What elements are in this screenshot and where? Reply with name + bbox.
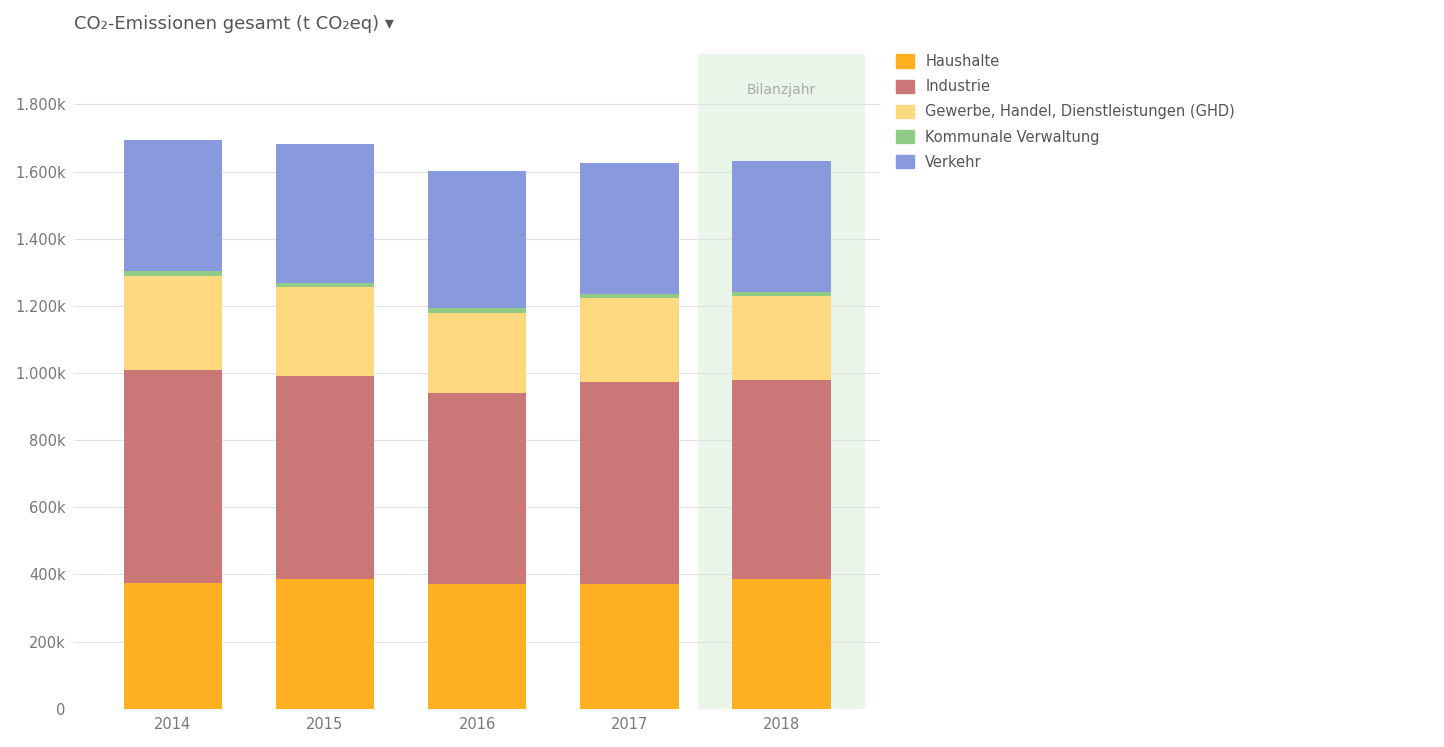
Bar <box>732 296 830 379</box>
Bar <box>124 276 222 370</box>
Bar <box>732 379 830 580</box>
Bar <box>579 294 679 298</box>
Bar <box>732 161 830 291</box>
Bar <box>276 288 374 376</box>
Bar <box>579 164 679 294</box>
Bar <box>579 382 679 583</box>
Bar <box>276 283 374 288</box>
Text: Bilanzjahr: Bilanzjahr <box>747 84 816 97</box>
Bar <box>124 270 222 276</box>
Bar <box>276 580 374 709</box>
Bar <box>732 580 830 709</box>
Bar <box>276 143 374 283</box>
Bar <box>427 309 527 312</box>
Bar <box>579 298 679 382</box>
Bar <box>697 54 865 709</box>
Bar <box>427 312 527 393</box>
Text: CO₂-Emissionen gesamt (t CO₂eq) ▾: CO₂-Emissionen gesamt (t CO₂eq) ▾ <box>74 15 394 33</box>
Bar <box>427 393 527 584</box>
Bar <box>124 370 222 583</box>
Bar <box>276 376 374 580</box>
Bar <box>427 171 527 309</box>
Bar <box>124 583 222 709</box>
Bar <box>124 140 222 270</box>
Bar <box>427 584 527 709</box>
Bar <box>732 291 830 296</box>
Legend: Haushalte, Industrie, Gewerbe, Handel, Dienstleistungen (GHD), Kommunale Verwalt: Haushalte, Industrie, Gewerbe, Handel, D… <box>897 54 1235 170</box>
Bar <box>579 583 679 709</box>
